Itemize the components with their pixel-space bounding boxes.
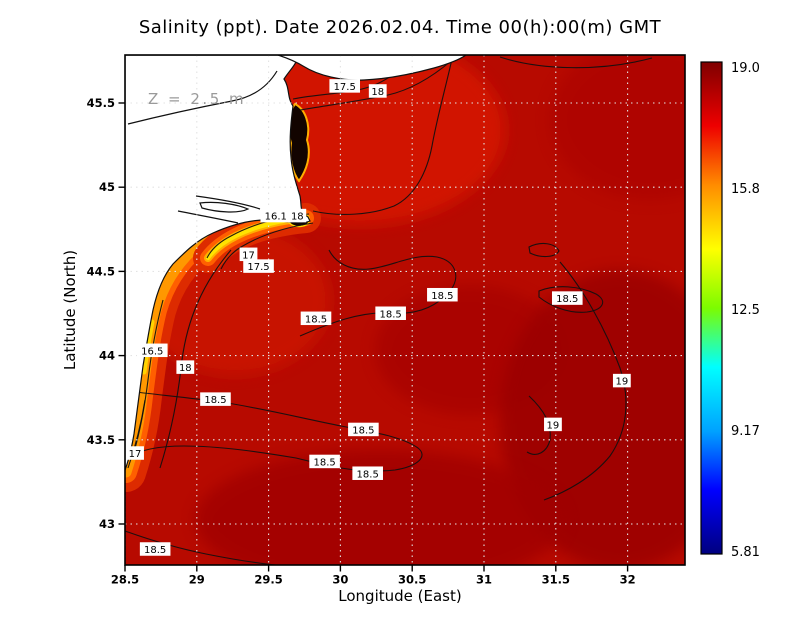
contour-label-box [544,417,562,432]
colorbar-tick-label: 19.0 [731,61,760,76]
contour-label-text: 18 [179,363,192,374]
x-tick-label: 30.5 [398,573,426,587]
x-tick-label: 29 [189,573,205,587]
land-mask [125,55,468,471]
x-axis-title: Longitude (East) [338,587,461,605]
x-axis-ticks: 28.5 29 29.5 30 30.5 31 31.5 32 [111,565,636,587]
contour-label-box [126,446,144,460]
contour-label-box [139,542,171,556]
contour-label-text: 18.5 [305,314,327,325]
y-tick-label: 45.5 [87,96,115,110]
colorbar-tick-label: 15.8 [731,182,760,197]
colorbar-labels: 19.0 15.8 12.5 9.17 5.81 [731,61,760,560]
contour-label-box [200,392,231,406]
x-tick-label: 29.5 [254,573,282,587]
contour-label-text: 18.5 [431,291,453,302]
x-tick-label: 31 [476,573,492,587]
contour-label-text: 18.5 [204,395,226,406]
contour-label-box [239,247,258,262]
contour-label-box [176,360,195,374]
contour-label-text: 18.5 [556,294,578,305]
contour-label-box [260,208,292,223]
map-area [125,55,685,565]
contour-label-box [329,79,361,93]
contour-label-box [288,208,307,223]
contour-label-text: 17 [129,449,142,460]
contour-label-box [300,311,332,326]
x-tick-label: 31.5 [542,573,570,587]
y-tick-label: 43 [99,517,115,531]
colorbar: 19.0 15.8 12.5 9.17 5.81 [700,61,760,560]
y-tick-label: 45 [99,180,115,194]
contour-label-box [612,373,631,388]
x-tick-label: 30 [332,573,348,587]
colorbar-gradient [700,61,723,555]
x-tick-label: 28.5 [111,573,139,587]
plot-border [124,54,686,566]
x-tick-label: 32 [620,573,636,587]
contour-label-text: 18.5 [352,425,374,436]
y-axis-ticks: 45.5 45 44.5 44 43.5 43 [87,96,125,531]
colorbar-tick-label: 12.5 [731,303,760,318]
contour-label-box [348,422,379,437]
contour-label-text: 18 [291,212,304,223]
contour-label-text: 18.5 [313,457,335,468]
depth-label: Z = 2.5 m [148,90,246,108]
coastline-north [277,55,468,81]
contour-label-text: 18.5 [380,309,402,320]
contour-label-text: 17.5 [247,262,269,273]
contour-label-box [551,291,583,305]
contour-label-box [352,466,383,480]
y-tick-label: 44 [99,349,115,363]
grid-lines [125,55,685,565]
contour-label-box [375,306,406,320]
contour-label-box [309,454,340,469]
contour-label-text: 17 [242,250,255,261]
contour-label-text: 17.5 [334,82,356,93]
lagoon-line-1 [195,195,261,210]
contour-label-text: 18.5 [357,469,379,480]
y-tick-label: 43.5 [87,433,115,447]
colorbar-tick-label: 5.81 [731,545,760,560]
y-axis-title: Latitude (North) [61,250,79,370]
contour-label-text: 19 [615,377,628,388]
contour-label-box [243,259,274,273]
contour-label-text: 19 [547,420,560,431]
contour-label-box [368,84,387,98]
contour-label-text: 16.1 [265,212,287,223]
lagoon-line-2 [177,210,239,224]
y-tick-label: 44.5 [87,264,115,278]
contour-label-box [136,343,168,358]
chart-title: Salinity (ppt). Date 2026.02.04. Time 00… [139,17,662,38]
contour-label-text: 16.5 [141,346,163,357]
contour-label-box [427,287,458,302]
colorbar-tick-label: 9.17 [731,424,760,439]
contour-label-text: 18.5 [144,545,166,556]
river-line [127,70,278,125]
lagoon-lake [199,201,250,213]
contour-label-text: 18 [371,87,384,98]
